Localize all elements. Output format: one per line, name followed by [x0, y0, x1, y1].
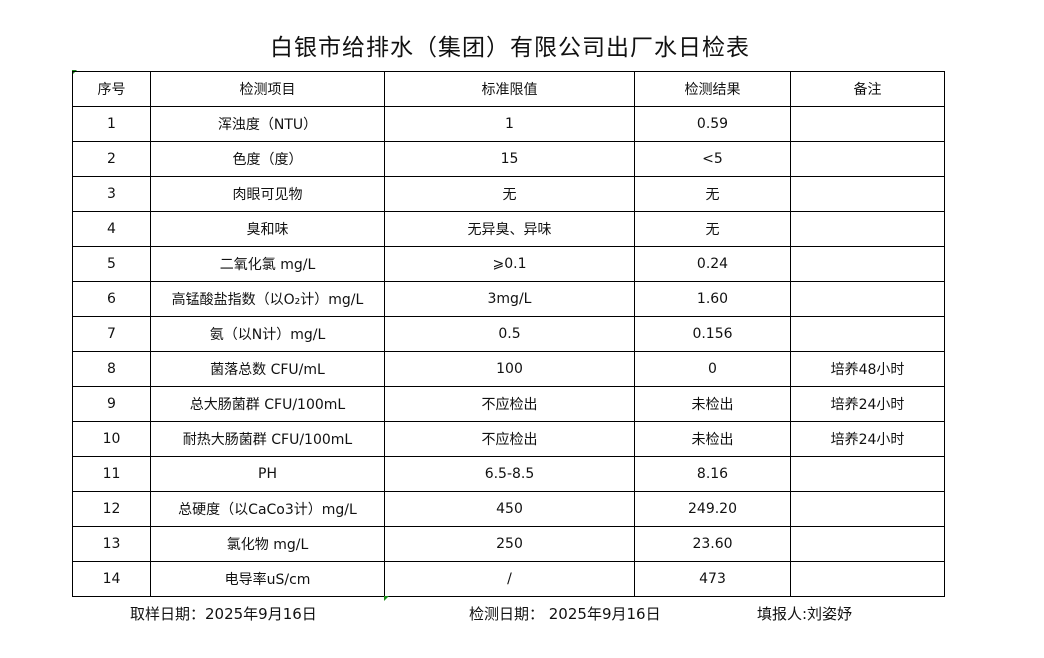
- cell-result: <5: [634, 141, 791, 177]
- cell-index: 1: [72, 106, 151, 142]
- table-row: 4 臭和味 无异臭、异味无: [72, 211, 945, 247]
- header-row: 序号 检测项目 标准限值 检测结果 备注: [72, 71, 945, 107]
- cell-result: 0.59: [634, 106, 791, 142]
- cell-index: 14: [72, 561, 151, 597]
- cell-note: [790, 561, 945, 597]
- cell-index: 5: [72, 246, 151, 282]
- cell-note: [790, 176, 945, 212]
- cell-index: 13: [72, 526, 151, 562]
- cell-item: 浑浊度（NTU）: [150, 106, 385, 142]
- cell-limit: 100: [384, 351, 635, 387]
- cell-limit: 不应检出: [384, 421, 635, 457]
- table-row: 10 耐热大肠菌群 CFU/100mL 不应检出 未检出 培养24小时: [72, 421, 945, 457]
- header-note: 备注: [790, 71, 945, 107]
- cell-index: 11: [72, 456, 151, 492]
- table-row: 13 氯化物 mg/L 250 23.60: [72, 526, 945, 562]
- cell-marker: [384, 596, 389, 601]
- table-row: 14 电导率uS/cm/473: [72, 561, 945, 597]
- table-row: 11 PH 6.5-8.5 8.16: [72, 456, 945, 492]
- cell-index: 10: [72, 421, 151, 457]
- cell-limit: 3mg/L: [384, 281, 635, 317]
- cell-item: 臭和味: [150, 211, 385, 247]
- cell-index: 4: [72, 211, 151, 247]
- table-row: 12 总硬度（以CaCo3计）mg/L 450 249.20: [72, 491, 945, 527]
- cell-limit: 无异臭、异味: [384, 211, 635, 247]
- cell-result: 未检出: [634, 386, 791, 422]
- header-result: 检测结果: [634, 71, 791, 107]
- header-index: 序号: [72, 71, 151, 107]
- cell-result: 0.156: [634, 316, 791, 352]
- cell-item: 高锰酸盐指数（以O₂计）mg/L: [150, 281, 385, 317]
- table-row: 8 菌落总数 CFU/mL 100 0 培养48小时: [72, 351, 945, 387]
- cell-item: 耐热大肠菌群 CFU/100mL: [150, 421, 385, 457]
- header-limit: 标准限值: [384, 71, 635, 107]
- cell-result: 无: [634, 211, 791, 247]
- cell-result: 23.60: [634, 526, 791, 562]
- cell-result: 0.24: [634, 246, 791, 282]
- cell-limit: /: [384, 561, 635, 597]
- cell-item: 菌落总数 CFU/mL: [150, 351, 385, 387]
- cell-item: 氨（以N计）mg/L: [150, 316, 385, 352]
- cell-note: [790, 141, 945, 177]
- cell-limit: 无: [384, 176, 635, 212]
- cell-index: 2: [72, 141, 151, 177]
- cell-limit: 0.5: [384, 316, 635, 352]
- cell-index: 8: [72, 351, 151, 387]
- table-row: 3 肉眼可见物无无: [72, 176, 945, 212]
- cell-limit: 250: [384, 526, 635, 562]
- cell-note: [790, 281, 945, 317]
- cell-result: 0: [634, 351, 791, 387]
- cell-limit: 15: [384, 141, 635, 177]
- cell-limit: 450: [384, 491, 635, 527]
- cell-result: 8.16: [634, 456, 791, 492]
- cell-note: [790, 246, 945, 282]
- page-title: 白银市给排水（集团）有限公司出厂水日检表: [270, 35, 750, 61]
- cell-note: [790, 456, 945, 492]
- cell-item: 总大肠菌群 CFU/100mL: [150, 386, 385, 422]
- cell-item: 总硬度（以CaCo3计）mg/L: [150, 491, 385, 527]
- cell-index: 9: [72, 386, 151, 422]
- cell-note: [790, 106, 945, 142]
- cell-item: 电导率uS/cm: [150, 561, 385, 597]
- cell-result: 249.20: [634, 491, 791, 527]
- cell-result: 无: [634, 176, 791, 212]
- cell-note: [790, 211, 945, 247]
- test-date: 检测日期： 2025年9月16日: [469, 605, 661, 623]
- cell-item: 肉眼可见物: [150, 176, 385, 212]
- cell-limit: 6.5-8.5: [384, 456, 635, 492]
- cell-index: 12: [72, 491, 151, 527]
- table-row: 7 氨（以N计）mg/L 0.5 0.156: [72, 316, 945, 352]
- table-row: 9 总大肠菌群 CFU/100mL 不应检出 未检出 培养24小时: [72, 386, 945, 422]
- cell-index: 7: [72, 316, 151, 352]
- table-row: 1 浑浊度（NTU） 1 0.59: [72, 106, 945, 142]
- table-row: 6 高锰酸盐指数（以O₂计）mg/L 3mg/L 1.60: [72, 281, 945, 317]
- reporter: 填报人:刘姿妤: [757, 605, 853, 623]
- cell-index: 3: [72, 176, 151, 212]
- cell-note: [790, 526, 945, 562]
- cell-result: 未检出: [634, 421, 791, 457]
- cell-note: [790, 491, 945, 527]
- cell-index: 6: [72, 281, 151, 317]
- cell-note: 培养48小时: [790, 351, 945, 387]
- sampling-date: 取样日期：2025年9月16日: [130, 605, 317, 623]
- cell-item: PH: [150, 456, 385, 492]
- cell-item: 二氧化氯 mg/L: [150, 246, 385, 282]
- cell-item: 氯化物 mg/L: [150, 526, 385, 562]
- table-row: 5 二氧化氯 mg/L ⩾0.1 0.24: [72, 246, 945, 282]
- cell-result: 1.60: [634, 281, 791, 317]
- cell-limit: ⩾0.1: [384, 246, 635, 282]
- cell-result: 473: [634, 561, 791, 597]
- cell-limit: 1: [384, 106, 635, 142]
- cell-limit: 不应检出: [384, 386, 635, 422]
- cell-note: 培养24小时: [790, 386, 945, 422]
- inspection-table: 序号 检测项目 标准限值 检测结果 备注 1 浑浊度（NTU） 1 0.59 2 色度（度…: [72, 71, 945, 597]
- cell-item: 色度（度）: [150, 141, 385, 177]
- cell-note: [790, 316, 945, 352]
- cell-note: 培养24小时: [790, 421, 945, 457]
- table-row: 2 色度（度） 15 <5: [72, 141, 945, 177]
- header-item: 检测项目: [150, 71, 385, 107]
